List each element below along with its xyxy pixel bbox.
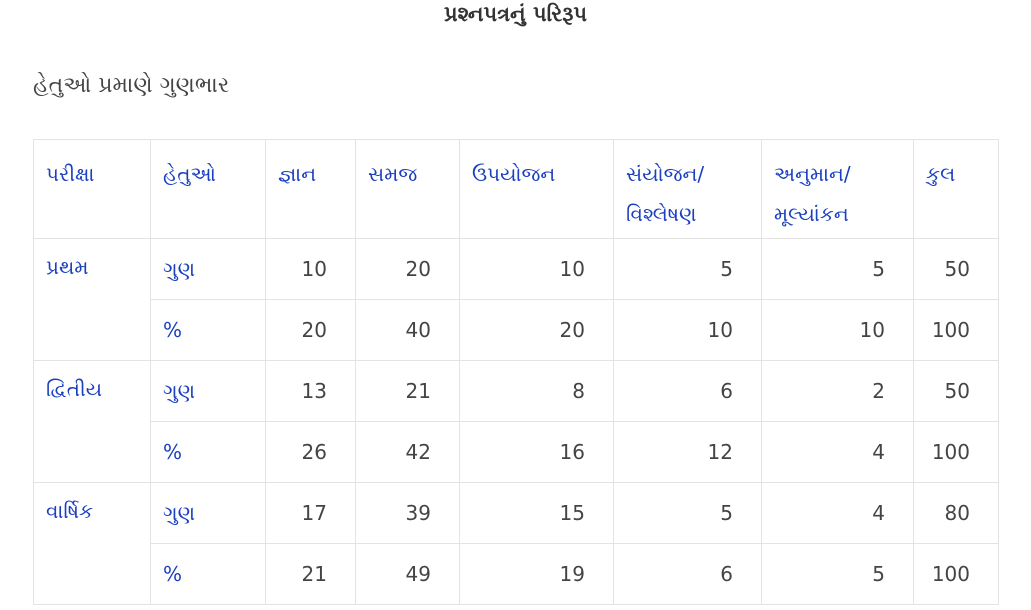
total-cell: 100 (913, 543, 999, 605)
objective-cell: ગુણ (150, 360, 266, 422)
total-cell: 100 (913, 299, 999, 361)
value-cell: 21 (355, 360, 460, 422)
header-knowledge: જ્ઞાન (265, 139, 356, 239)
header-understanding: સમજ (355, 139, 460, 239)
value-cell: 26 (265, 421, 356, 483)
value-cell: 20 (459, 299, 614, 361)
table-row: દ્વિતીય ગુણ 13 21 8 6 2 50 (33, 360, 999, 483)
objective-cell: % (150, 543, 266, 605)
value-cell: 10 (761, 299, 914, 361)
weightage-table: પરીક્ષા હેતુઓ જ્ઞાન સમજ ઉપયોજન સંયોજન/ વ… (33, 139, 999, 605)
value-cell: 20 (265, 299, 356, 361)
objective-cell: % (150, 421, 266, 483)
table-row: વાર્ષિક ગુણ 17 39 15 5 4 80 (33, 482, 999, 605)
header-objectives: હેતુઓ (150, 139, 266, 239)
total-cell: 50 (913, 238, 999, 300)
value-cell: 5 (613, 238, 762, 300)
value-cell: 10 (459, 238, 614, 300)
exam-name: દ્વિતીય (33, 360, 151, 483)
total-cell: 80 (913, 482, 999, 544)
objective-cell: % (150, 299, 266, 361)
table-header-row: પરીક્ષા હેતુઓ જ્ઞાન સમજ ઉપયોજન સંયોજન/ વ… (33, 139, 999, 239)
value-cell: 13 (265, 360, 356, 422)
value-cell: 6 (613, 543, 762, 605)
value-cell: 5 (761, 543, 914, 605)
table-row: % 20 40 20 10 10 100 (34, 299, 999, 361)
value-cell: 42 (355, 421, 460, 483)
value-cell: 10 (613, 299, 762, 361)
value-cell: 39 (355, 482, 460, 544)
value-cell: 15 (459, 482, 614, 544)
value-cell: 20 (355, 238, 460, 300)
value-cell: 2 (761, 360, 914, 422)
total-cell: 100 (913, 421, 999, 483)
objective-cell: ગુણ (150, 238, 266, 300)
value-cell: 21 (265, 543, 356, 605)
value-cell: 8 (459, 360, 614, 422)
table-row: પ્રથમ ગુણ 10 20 10 5 5 50 (33, 238, 999, 361)
table-row: % 21 49 19 6 5 100 (34, 543, 999, 605)
value-cell: 10 (265, 238, 356, 300)
objective-cell: ગુણ (150, 482, 266, 544)
page-title: પ્રશ્નપત્રનું પરિરૂપ (443, 2, 588, 26)
section-subtitle: હેતુઓ પ્રમાણે ગુણભાર (33, 73, 230, 98)
header-synthesis-analysis: સંયોજન/ વિશ્લેષણ (613, 139, 762, 239)
value-cell: 4 (761, 482, 914, 544)
value-cell: 19 (459, 543, 614, 605)
exam-name: પ્રથમ (33, 238, 151, 361)
value-cell: 5 (761, 238, 914, 300)
value-cell: 6 (613, 360, 762, 422)
header-application: ઉપયોજન (459, 139, 614, 239)
value-cell: 49 (355, 543, 460, 605)
value-cell: 16 (459, 421, 614, 483)
exam-name: વાર્ષિક (33, 482, 151, 605)
value-cell: 4 (761, 421, 914, 483)
value-cell: 40 (355, 299, 460, 361)
total-cell: 50 (913, 360, 999, 422)
table-row: % 26 42 16 12 4 100 (34, 421, 999, 483)
value-cell: 17 (265, 482, 356, 544)
value-cell: 5 (613, 482, 762, 544)
header-exam: પરીક્ષા (33, 139, 151, 239)
value-cell: 12 (613, 421, 762, 483)
header-inference-evaluation: અનુમાન/ મૂલ્યાંકન (761, 139, 914, 239)
header-total: કુલ (913, 139, 999, 239)
